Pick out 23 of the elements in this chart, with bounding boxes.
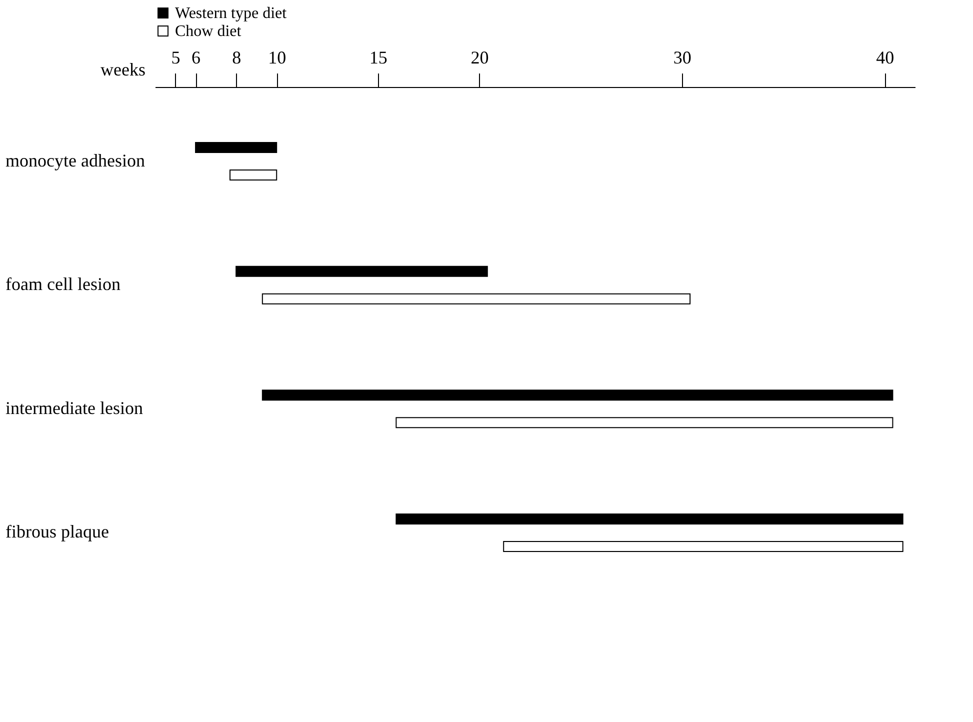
x-tick-label: 5 (171, 48, 180, 68)
x-tick-label: 30 (673, 48, 692, 68)
bar (195, 142, 278, 154)
x-tick-label: 40 (876, 48, 894, 68)
bar (503, 540, 904, 552)
bar (396, 417, 894, 428)
x-tick-label: 15 (369, 48, 388, 68)
legend-label: Western type diet (175, 5, 288, 22)
y-tick-label: monocyte adhesion (6, 150, 145, 170)
x-tick-label: 10 (268, 48, 286, 68)
x-tick-label: 8 (232, 48, 242, 68)
bar (262, 293, 691, 304)
y-tick-label: foam cell lesion (6, 274, 120, 294)
bar (396, 513, 904, 524)
legend-label: Chow diet (175, 23, 242, 40)
bar (236, 266, 488, 277)
bar (229, 170, 278, 181)
y-tick-label: intermediate lesion (6, 398, 143, 418)
x-tick-label: 20 (470, 48, 489, 68)
bar (262, 390, 894, 401)
y-tick-label: fibrous plaque (6, 522, 109, 542)
x-axis-title: weeks (100, 60, 146, 80)
x-tick-label: 6 (192, 48, 201, 68)
